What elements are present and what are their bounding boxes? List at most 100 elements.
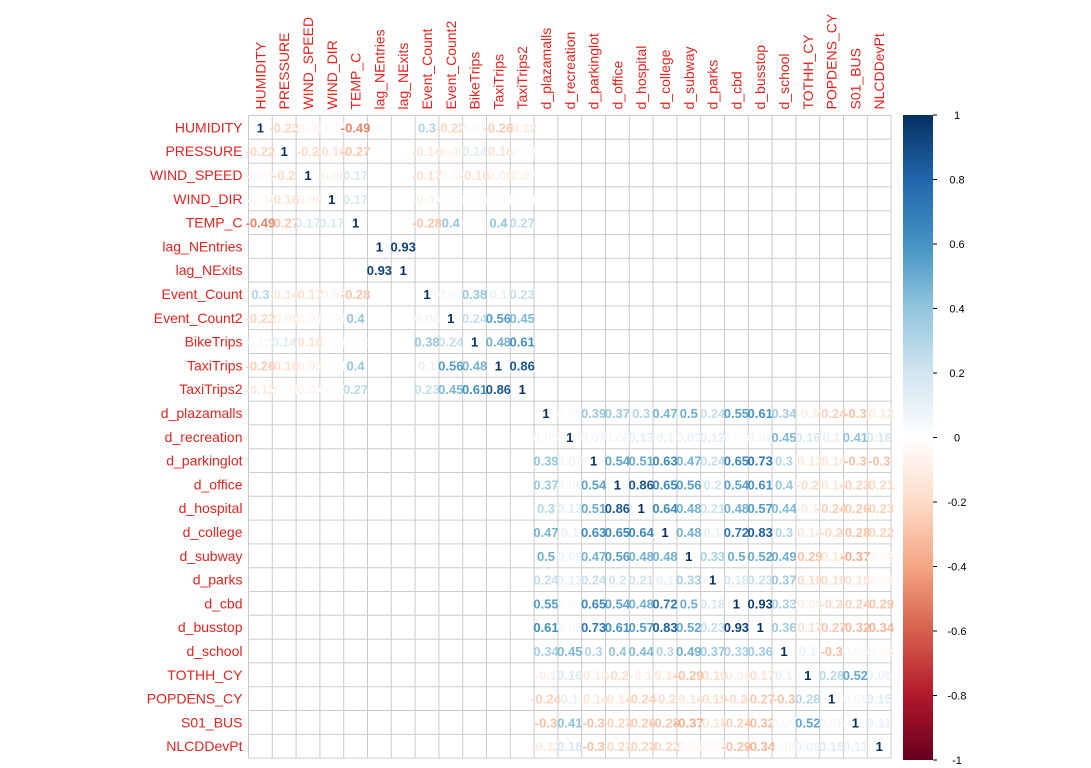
column-label: d_parks (705, 60, 721, 110)
column-label: d_college (657, 49, 673, 109)
row-label: lag_NExits (176, 262, 243, 278)
cell-value: -0.16 (317, 144, 347, 159)
cell-value: 0.41 (557, 715, 582, 730)
cell-value: 0.73 (748, 454, 773, 469)
cell-value: -0.07 (412, 192, 442, 207)
cell-value: 0.61 (605, 620, 630, 635)
cell-value: 0.56 (486, 311, 511, 326)
cell-value: -0.2 (820, 525, 842, 540)
cell-value: -0.34 (864, 620, 894, 635)
cell-value: -0.08 (436, 144, 466, 159)
cell-value: 1 (876, 739, 883, 754)
legend-tick-label: 0.2 (949, 368, 964, 380)
cell-value: -0.17 (745, 668, 775, 683)
cell-value: 0.2 (608, 573, 626, 588)
cell-value: 1 (614, 477, 621, 492)
cell-value: 0.3 (775, 454, 793, 469)
cell-value: 0.49 (771, 549, 796, 564)
plot-background (248, 115, 892, 759)
cell-value: 0.48 (486, 335, 511, 350)
cell-value: -0.22 (269, 120, 299, 135)
cell-value: -0.08 (293, 192, 323, 207)
cell-value: 1 (638, 501, 645, 516)
row-label: BikeTrips (185, 334, 243, 350)
cell-value: 0.44 (629, 644, 655, 659)
cell-value: -0.15 (841, 573, 871, 588)
cell-value: 0.39 (581, 406, 606, 421)
cell-value: 0.65 (652, 477, 677, 492)
cell-value: 0.4 (489, 216, 508, 231)
cell-value: 0.51 (581, 501, 606, 516)
cell-value: 0.18 (867, 430, 892, 445)
cell-value: 0.06 (557, 477, 582, 492)
cell-value: -0.1 (797, 406, 819, 421)
column-label: BikeTrips (467, 52, 483, 110)
cell-value: 1 (352, 216, 359, 231)
cell-value: -0.3 (582, 715, 604, 730)
cell-value: -0.23 (626, 739, 656, 754)
cell-value: 1 (423, 287, 430, 302)
cell-value: -0.19 (817, 573, 847, 588)
row-label: WIND_DIR (173, 191, 242, 207)
cell-value: -0.08 (293, 358, 323, 373)
cell-value: -0.01 (507, 192, 537, 207)
cell-value: -0.12 (579, 668, 609, 683)
cell-value: 0.02 (462, 216, 487, 231)
column-label: TaxiTrips (490, 54, 506, 110)
cell-value: 1 (804, 668, 811, 683)
row-label: lag_NEntries (162, 238, 242, 254)
cell-value: 1 (328, 192, 335, 207)
cell-value: 0.1 (561, 525, 579, 540)
cell-value: 1 (304, 168, 311, 183)
cell-value: -0.1 (535, 668, 557, 683)
cell-value: 1 (590, 454, 597, 469)
cell-value: 0.17 (295, 216, 320, 231)
row-label: NLCDDevPt (166, 738, 242, 754)
cell-value: 0.1 (799, 644, 817, 659)
cell-value: 1 (447, 311, 454, 326)
cell-value: 0.12 (557, 573, 582, 588)
cell-value: -0.29 (674, 668, 704, 683)
cell-value: -0.14 (817, 477, 847, 492)
cell-value: 0.49 (676, 644, 701, 659)
cell-value: 0.48 (462, 358, 487, 373)
cell-value: -0.2 (725, 692, 747, 707)
cell-value: 0.57 (748, 501, 773, 516)
cell-value: -0.2 (606, 668, 628, 683)
cell-value: 0.3 (251, 287, 269, 302)
cell-value: -0.07 (317, 287, 347, 302)
cell-value: 0.47 (581, 549, 606, 564)
cell-value: -0.3 (773, 692, 795, 707)
row-label: TaxiTrips (187, 357, 243, 373)
row-label: TaxiTrips2 (179, 381, 242, 397)
cell-value: 0.21 (629, 573, 654, 588)
cell-value: 0.1 (775, 668, 793, 683)
row-label: PRESSURE (165, 143, 242, 159)
cell-value: -0.49 (341, 120, 371, 135)
cell-value: 0.37 (533, 477, 558, 492)
cell-value: 0.54 (605, 454, 631, 469)
cell-value: -0.1 (797, 501, 819, 516)
cell-value: 0.06 (748, 430, 773, 445)
cell-value: 1 (542, 406, 549, 421)
column-label: PRESSURE (276, 32, 292, 109)
cell-value: 0.4 (775, 477, 794, 492)
cell-value: 0.3 (418, 120, 436, 135)
row-label: d_parkinglot (166, 453, 242, 469)
cell-value: -0.03 (507, 144, 537, 159)
cell-value: 0.86 (629, 477, 654, 492)
cell-value: 0.5 (727, 549, 745, 564)
row-label: d_busstop (178, 619, 243, 635)
cell-value: -0.02 (317, 311, 347, 326)
cell-value: 0.13 (557, 501, 582, 516)
cell-value: 0.63 (652, 454, 677, 469)
cell-value: -0.22 (436, 120, 466, 135)
cell-value: 1 (376, 239, 383, 254)
cell-value: 0.48 (724, 501, 749, 516)
cell-value: -0.14 (579, 692, 609, 707)
cell-value: -0.34 (745, 739, 775, 754)
cell-value: 0.3 (656, 644, 674, 659)
color-legend-bar (903, 115, 933, 760)
cell-value: 0.5 (680, 406, 698, 421)
cell-value: -0.01 (317, 358, 347, 373)
